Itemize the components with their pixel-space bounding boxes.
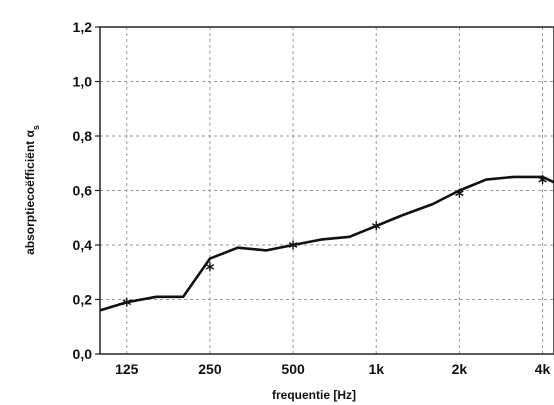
data-markers bbox=[122, 175, 547, 307]
series-line bbox=[99, 175, 554, 312]
y-tick-label: 0,4 bbox=[73, 237, 93, 253]
y-tick-label: 0,0 bbox=[73, 346, 93, 362]
y-axis: 0,0 0,2 0,4 0,6 0,8 1,0 1,2 bbox=[73, 19, 100, 362]
x-tick-label: 4k bbox=[535, 361, 551, 377]
y-axis-label-subscript: s bbox=[31, 125, 41, 130]
x-axis: 125 250 500 1k 2k 4k bbox=[115, 361, 550, 377]
data-point-marker bbox=[288, 240, 298, 250]
data-point-marker bbox=[455, 188, 464, 198]
data-point-marker bbox=[205, 262, 215, 272]
x-tick-label: 500 bbox=[281, 361, 305, 377]
data-point-marker bbox=[122, 297, 132, 307]
y-axis-label: absorptiecoëfficiënt αs bbox=[23, 125, 41, 255]
x-tick-label: 125 bbox=[115, 361, 139, 377]
data-point-marker bbox=[538, 175, 547, 185]
y-tick-label: 1,2 bbox=[73, 19, 93, 35]
x-tick-label: 2k bbox=[452, 361, 468, 377]
y-axis-label-main: absorptiecoëfficiënt α bbox=[23, 130, 37, 255]
y-tick-label: 0,6 bbox=[73, 183, 93, 199]
y-tick-label: 0,2 bbox=[73, 292, 93, 308]
x-axis-label: frequentie [Hz] bbox=[272, 388, 356, 402]
x-tick-label: 1k bbox=[368, 361, 384, 377]
y-tick-label: 1,0 bbox=[73, 74, 93, 90]
grid bbox=[100, 27, 554, 354]
data-point-marker bbox=[371, 221, 381, 231]
x-tick-label: 250 bbox=[198, 361, 222, 377]
y-tick-label: 0,8 bbox=[73, 128, 93, 144]
